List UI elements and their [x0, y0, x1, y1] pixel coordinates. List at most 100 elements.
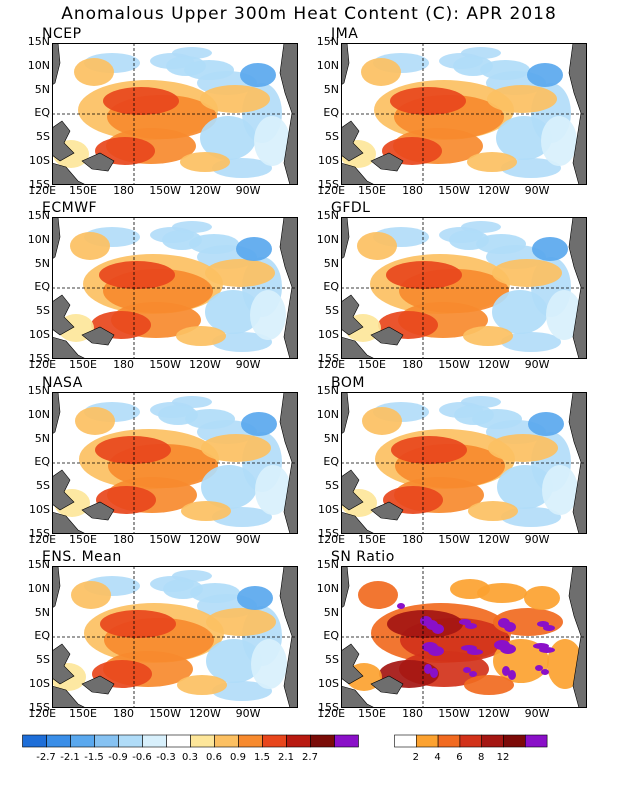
map-frame — [341, 43, 587, 185]
lon-label: 120W — [478, 707, 510, 720]
lon-label: 120W — [189, 184, 221, 197]
land-mass — [52, 162, 87, 185]
land-mass — [341, 469, 364, 511]
colorbar-swatch — [394, 734, 417, 748]
lat-label: 5N — [34, 256, 50, 270]
land-mass — [568, 43, 587, 185]
colorbar-tick-label: 2.1 — [278, 752, 294, 763]
colorbar-swatch — [459, 734, 483, 748]
panel-title: ENS. Mean — [42, 549, 122, 565]
anomaly-region — [99, 261, 175, 289]
land-mass — [52, 511, 87, 534]
anomaly-region — [162, 230, 202, 250]
lat-label: 10S — [29, 327, 50, 341]
lat-label: 10N — [27, 581, 50, 595]
land-mass — [370, 152, 404, 172]
land-mass — [52, 392, 61, 435]
lon-label: 90W — [524, 184, 550, 197]
anomaly-region — [166, 56, 206, 76]
anomaly-region — [200, 85, 270, 113]
colorbar-swatch — [286, 734, 311, 748]
high-ratio-spot — [498, 618, 510, 628]
cool-anomaly-region — [461, 47, 501, 59]
colorbar-tick-label: 2 — [412, 752, 419, 763]
lat-label: 10N — [316, 58, 339, 72]
lat-label: EQ — [34, 280, 50, 294]
land-mass — [341, 294, 364, 336]
colorbar-tick-label: 0.3 — [182, 752, 198, 763]
land-mass — [52, 469, 75, 511]
anomaly-region — [70, 232, 110, 260]
lat-label: 5S — [36, 304, 50, 318]
map-field — [52, 217, 298, 359]
colorbar-swatch — [525, 734, 548, 748]
land-mass — [568, 392, 587, 534]
anomaly-region — [163, 579, 203, 599]
cool-anomaly-region — [501, 681, 561, 701]
panel-title: SN Ratio — [331, 549, 395, 565]
colorbar-tick-label: -2.7 — [36, 752, 56, 763]
anomaly-region — [546, 290, 582, 340]
map-field — [341, 217, 587, 359]
panel-title: ECMWF — [42, 200, 98, 216]
panel-title: GFDL — [331, 200, 371, 216]
anomaly-region — [103, 87, 179, 115]
lon-label: 150W — [438, 533, 471, 546]
anomaly-region — [158, 405, 198, 425]
lat-label: 15S — [318, 700, 339, 714]
land-mass — [81, 675, 115, 695]
land-mass — [341, 392, 350, 435]
ratio-colorbar — [394, 734, 548, 748]
land-mass — [341, 643, 364, 685]
map-frame — [52, 43, 298, 185]
lat-label: 5N — [323, 256, 339, 270]
map-panel-ecmwf: ECMWF 15N 10N 5N EQ 5S 10S 15S 120E 150E 180 150W 12… — [28, 200, 298, 371]
anomaly-region — [75, 407, 115, 435]
high-ratio-spot — [494, 640, 510, 650]
land-mass — [52, 294, 75, 336]
lon-label: 90W — [235, 358, 261, 371]
anomaly-region — [250, 290, 286, 340]
lon-label: 120W — [189, 707, 221, 720]
map-frame — [341, 217, 587, 359]
anomaly-region — [200, 116, 256, 160]
lat-label: 5N — [323, 605, 339, 619]
land-mass — [341, 43, 350, 86]
map-panel-ncep: NCEP 15N 10N 5N EQ 5S 10S 15S 120E 150E 180 150W 120… — [28, 26, 298, 197]
colorbar-swatch — [238, 734, 263, 748]
anomaly-region — [251, 639, 287, 689]
anomaly-region — [236, 237, 272, 261]
colorbar-swatch — [70, 734, 95, 748]
anomaly-region — [201, 434, 271, 462]
colorbar-swatch — [190, 734, 215, 748]
anomaly-region — [488, 434, 558, 462]
anomaly-region — [237, 586, 273, 610]
land-mass — [279, 392, 298, 534]
colorbar-swatch — [262, 734, 287, 748]
lat-label: 10N — [27, 407, 50, 421]
anomaly-colorbar — [22, 734, 359, 748]
anomaly-region — [391, 436, 467, 464]
map-frame — [341, 566, 587, 708]
lon-label: 90W — [235, 707, 261, 720]
anomaly-region — [449, 230, 489, 250]
land-mass — [279, 566, 298, 708]
colorbar-swatch — [118, 734, 143, 748]
lon-label: 120E — [28, 184, 57, 197]
anomaly-region — [492, 290, 548, 334]
lat-label: 10N — [316, 232, 339, 246]
anomaly-region — [454, 405, 494, 425]
cool-anomaly-region — [172, 570, 212, 582]
page-title: Anomalous Upper 300m Heat Content (C): A… — [61, 4, 557, 24]
anomaly-region — [497, 465, 553, 509]
colorbar-tick-label: -0.6 — [132, 752, 152, 763]
colorbar-swatch — [46, 734, 71, 748]
land-mass — [370, 326, 404, 346]
anomaly-region — [95, 436, 171, 464]
anomaly-region — [254, 116, 290, 166]
land-mass — [279, 43, 298, 185]
lon-label: 180 — [402, 707, 424, 720]
high-ratio-spot — [502, 666, 510, 676]
lat-label: 5S — [325, 653, 339, 667]
panel-title: NASA — [42, 375, 83, 391]
